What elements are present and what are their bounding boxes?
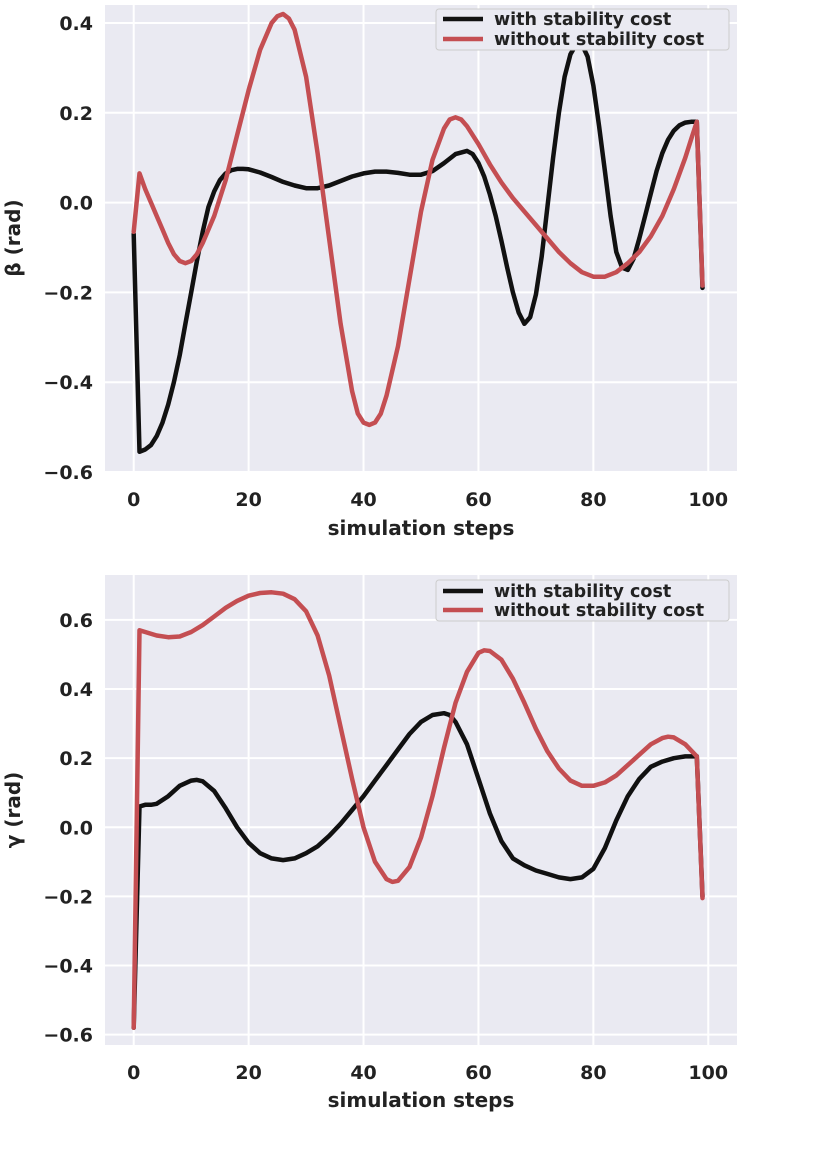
beta-y-tick-label: −0.4 [43,372,93,394]
beta-x-tick-label: 20 [235,489,261,511]
beta-x-axis-label: simulation steps [328,516,515,540]
gamma-series-line-without [131,590,705,1030]
beta-chart-panel: 0 20 40 60 80 100 −0.6 −0.4 −0.2 0.0 0.2 0.4 simul… [1,5,737,540]
gamma-x-tick-label: 0 [127,1062,140,1084]
beta-y-tick-label: −0.6 [43,462,93,484]
beta-y-tick-labels: −0.6 −0.4 −0.2 0.0 0.2 0.4 [43,13,93,484]
beta-x-tick-label: 40 [350,489,376,511]
gamma-legend-label-without: without stability cost [494,601,704,621]
beta-y-tick-label: 0.0 [59,193,93,215]
gamma-x-tick-label: 40 [350,1062,376,1084]
beta-y-tick-label: 0.2 [59,103,93,125]
gamma-x-tick-labels: 0 20 40 60 80 100 [127,1062,728,1084]
beta-legend-box [435,8,730,51]
gamma-y-tick-label: 0.4 [59,679,93,701]
beta-y-tick-label: −0.2 [43,282,93,304]
gamma-legend-box [435,579,730,622]
gamma-y-tick-label: −0.2 [43,886,93,908]
gamma-plot-area [105,575,737,1045]
gamma-y-tick-label: −0.4 [43,956,93,978]
beta-y-tick-label: 0.4 [59,13,93,35]
gamma-y-tick-labels: −0.6 −0.4 −0.2 0.0 0.2 0.4 0.6 [43,610,93,1047]
beta-legend: with stability cost without stability co… [435,8,730,51]
gamma-series-line-with [131,710,705,1030]
gamma-y-tick-label: −0.6 [43,1025,93,1047]
gamma-y-tick-label: 0.6 [59,610,93,632]
beta-series-line-without [131,11,705,428]
beta-legend-label-without: without stability cost [494,30,704,50]
gamma-series-lines [131,590,705,1030]
beta-y-axis-label: β (rad) [1,199,25,276]
beta-x-tick-label: 60 [465,489,491,511]
beta-x-tick-labels: 0 20 40 60 80 100 [127,489,728,511]
gamma-chart-panel: 0 20 40 60 80 100 −0.6 −0.4 −0.2 0.0 0.2 0.4 0.6 si… [1,575,737,1112]
gamma-x-tick-label: 60 [465,1062,491,1084]
gamma-legend-label-with: with stability cost [494,582,671,602]
beta-series-line-with [131,42,705,455]
gamma-x-tick-label: 20 [235,1062,261,1084]
beta-plot-area [105,5,737,472]
gamma-x-tick-label: 100 [688,1062,728,1084]
gamma-y-tick-label: 0.2 [59,748,93,770]
beta-x-tick-label: 100 [688,489,728,511]
gamma-x-tick-label: 80 [580,1062,606,1084]
gamma-y-tick-label: 0.0 [59,817,93,839]
beta-legend-label-with: with stability cost [494,10,671,30]
gamma-x-axis-label: simulation steps [328,1088,515,1112]
beta-x-tick-label: 80 [580,489,606,511]
gamma-y-axis-label: γ (rad) [1,772,25,849]
gamma-legend: with stability cost without stability co… [435,579,730,622]
beta-x-tick-label: 0 [127,489,140,511]
beta-series-lines [131,11,705,455]
